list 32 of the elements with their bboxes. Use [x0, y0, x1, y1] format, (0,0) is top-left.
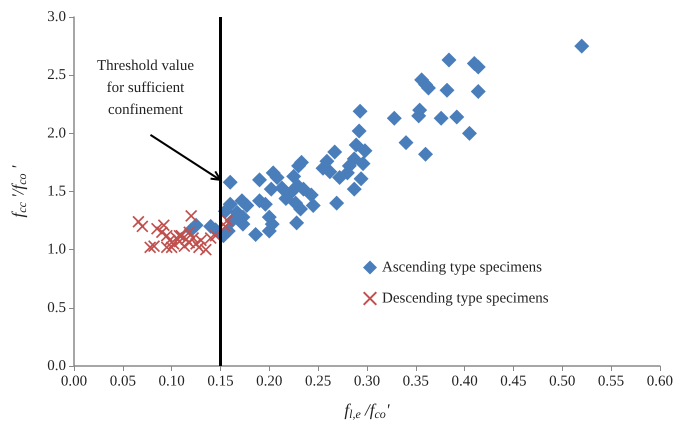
x-tick-label: 0.45	[500, 374, 527, 390]
point	[136, 220, 148, 232]
x-tick-label: 0.60	[646, 374, 673, 390]
x-tick-label: 0.20	[256, 374, 282, 390]
point	[160, 241, 173, 254]
x-tick-label: 0.05	[110, 374, 136, 390]
x-tick-label: 0.55	[598, 374, 624, 390]
legend-label: Ascending type specimens	[382, 260, 542, 276]
point	[158, 219, 170, 232]
point	[148, 240, 160, 252]
x-tick-label: 0.35	[402, 374, 429, 390]
point	[183, 236, 196, 249]
y-tick-label: 0.0	[47, 358, 66, 374]
x-tick-label: 0.00	[60, 374, 88, 390]
annotation: Threshold value for sufficient confinement	[96, 58, 194, 118]
y-tick-label: 1.5	[47, 184, 66, 200]
y-tick-label: 2.0	[47, 125, 66, 142]
x-tick-label: 0.30	[354, 374, 380, 390]
x-tick-label: 0.15	[207, 374, 234, 390]
x-tick-label: 0.50	[549, 374, 576, 390]
point	[185, 210, 198, 222]
y-axis-title: fcc '/fco '	[8, 165, 29, 218]
x-tick-label: 0.10	[158, 374, 185, 390]
point	[194, 234, 207, 246]
y-tick-label: 0.5	[47, 300, 66, 316]
y-tick-label: 1.0	[47, 242, 66, 258]
y-tick-label: 3.0	[47, 9, 66, 25]
x-tick-label: 0.40	[451, 374, 478, 390]
x-tick-label: 0.25	[304, 374, 332, 390]
legend-label: Descending type specimens	[382, 290, 549, 306]
y-tick-label: 2.5	[47, 67, 66, 84]
point	[200, 244, 212, 256]
